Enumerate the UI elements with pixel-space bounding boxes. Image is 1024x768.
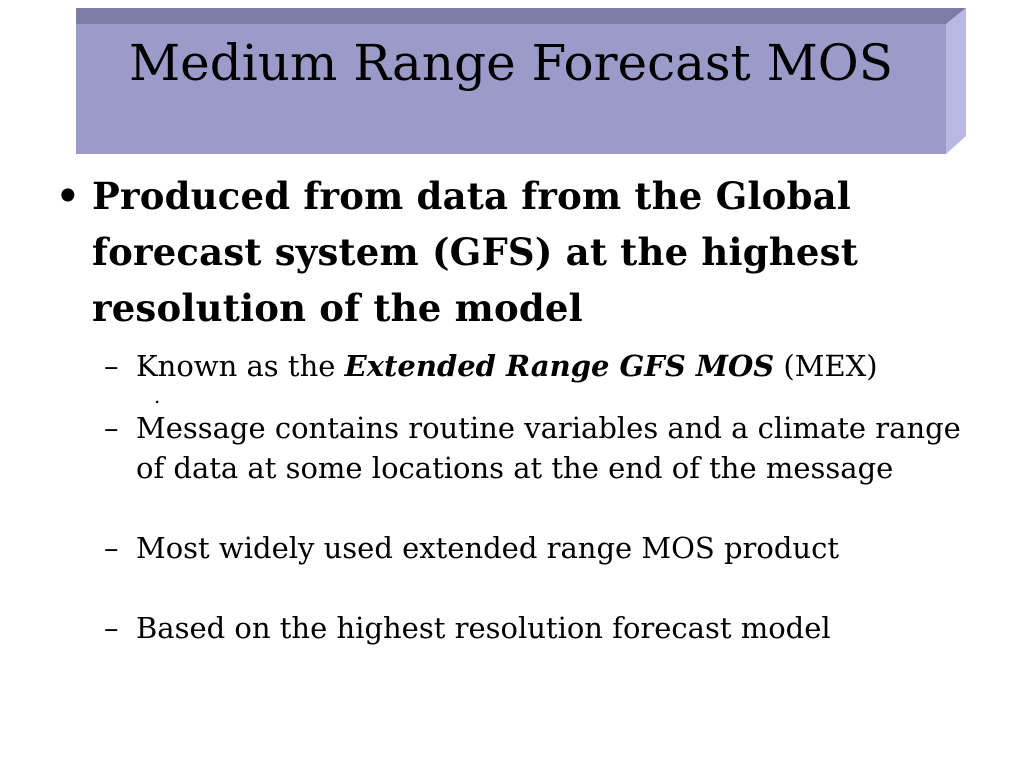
sub-bullet-text: Message contains routine variables and a… <box>136 411 961 485</box>
sub-bullet-suffix: (MEX) <box>774 349 878 383</box>
sub-bullet-highest-resolution: – Based on the highest resolution foreca… <box>104 608 976 648</box>
dash-marker: – <box>104 349 119 383</box>
sub-bullet-prefix: Known as the <box>136 349 345 383</box>
dash-marker: – <box>104 611 119 645</box>
sub-bullet-widely-used: – Most widely used extended range MOS pr… <box>104 528 976 568</box>
sub-bullet-message-contents: – Message contains routine variables and… <box>104 408 976 488</box>
sub-bullet-known-as: – Known as the Extended Range GFS MOS (M… <box>104 346 976 386</box>
slide-body: • Produced from data from the Global for… <box>56 168 976 648</box>
stray-mark: . <box>154 384 161 408</box>
main-bullet-text: Produced from data from the Global forec… <box>92 174 858 330</box>
dash-marker: – <box>104 411 119 445</box>
main-bullet: • Produced from data from the Global for… <box>56 168 976 336</box>
sub-bullet-text: Based on the highest resolution forecast… <box>136 611 831 645</box>
sub-bullet-list: – Known as the Extended Range GFS MOS (M… <box>56 346 976 648</box>
sub-bullet-emphasis: Extended Range GFS MOS <box>344 349 775 383</box>
dash-marker: – <box>104 531 119 565</box>
title-banner-bevel <box>76 8 966 154</box>
sub-bullet-text: Most widely used extended range MOS prod… <box>136 531 839 565</box>
bullet-marker: • <box>56 174 80 218</box>
slide-title: Medium Range Forecast MOS <box>128 34 894 92</box>
title-banner: Medium Range Forecast MOS <box>76 8 966 154</box>
